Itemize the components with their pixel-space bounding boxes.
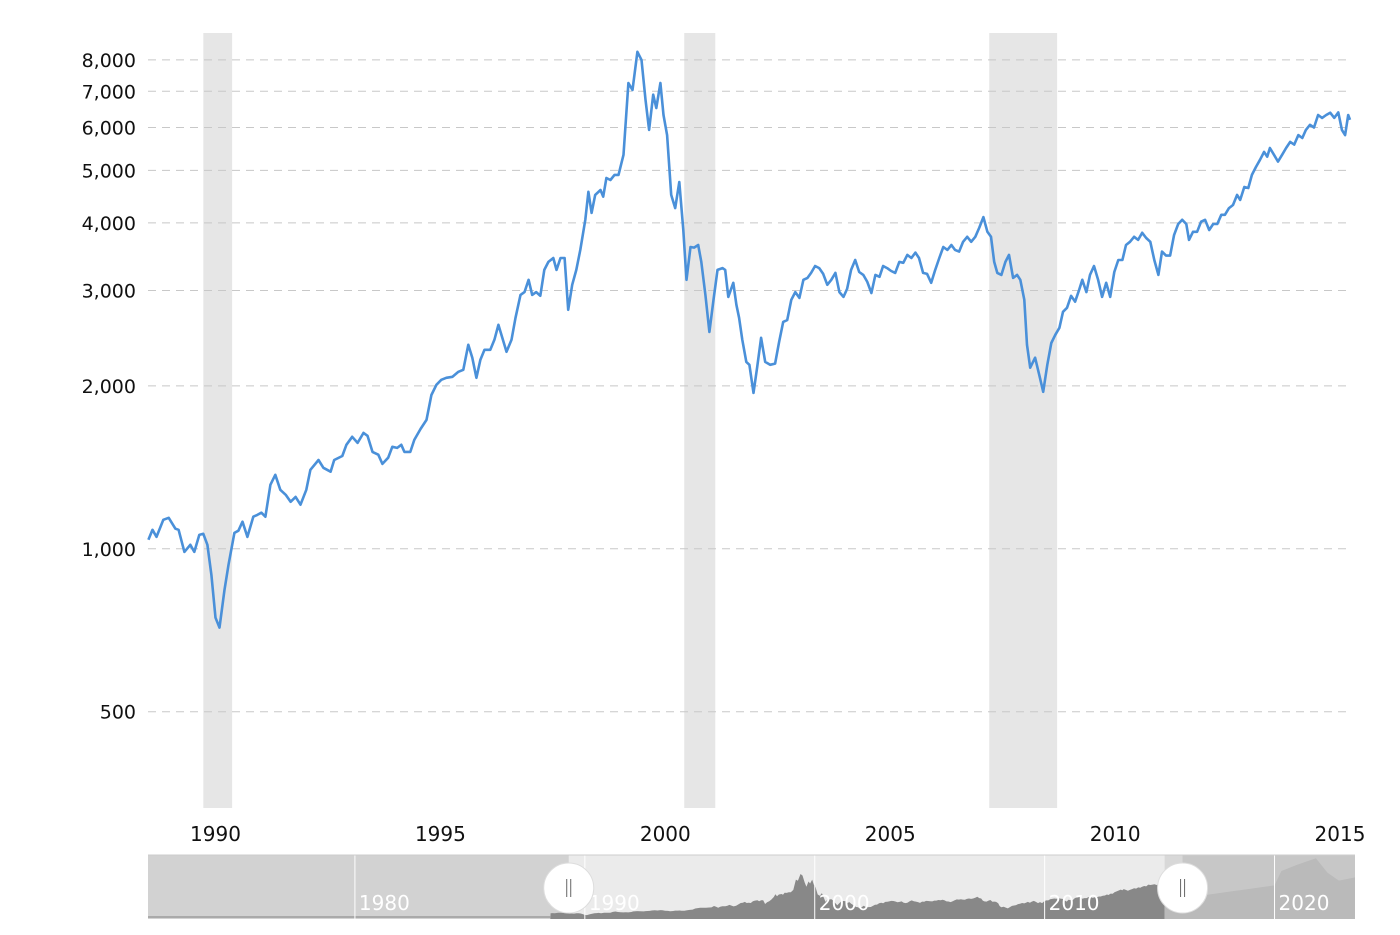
series-line [147,50,1352,629]
navigator-year-label: 2000 [819,891,870,915]
y-tick-label: 3,000 [82,280,136,302]
navigator-year-label: 2020 [1279,891,1330,915]
y-tick-label: 8,000 [82,50,136,72]
navigator-right-handle[interactable] [1157,862,1209,914]
x-tick-label: 1995 [415,822,466,846]
handle-circle[interactable] [1157,862,1209,914]
shaded-band [989,33,1058,808]
x-tick-label: 1990 [190,822,241,846]
y-tick-label: 6,000 [82,118,136,140]
navigator-series-late [1164,858,1355,919]
navigator-year-label: 1980 [359,891,410,915]
navigator-series-area [550,874,1165,919]
x-tick-label: 2010 [1090,822,1141,846]
navigator-left-handle[interactable] [543,862,595,914]
y-tick-label: 7,000 [82,81,136,103]
y-tick-label: 500 [100,702,136,724]
gridlines [148,59,1348,713]
shaded-band [203,33,233,808]
shaded-band [684,33,716,808]
shaded-bands [203,33,1058,808]
navigator-year-label: 2010 [1049,891,1100,915]
x-tick-label: 2015 [1315,822,1366,846]
navigator[interactable]: 1980 1990 2000 2010 2020 [148,854,1355,919]
x-tick-label: 2005 [865,822,916,846]
y-axis-ticks: 500 1,000 2,000 3,000 4,000 5,000 6,000 7,000 8,… [82,50,136,724]
x-tick-label: 2000 [640,822,691,846]
y-tick-label: 4,000 [82,213,136,235]
y-tick-label: 5,000 [82,160,136,182]
x-axis-ticks: 1990 1995 2000 2005 2010 2015 [190,822,1365,846]
handle-circle[interactable] [543,862,595,914]
grip-lines-icon [1180,879,1186,897]
y-tick-label: 2,000 [82,376,136,398]
y-tick-label: 1,000 [82,539,136,561]
navigator-year-label: 1990 [589,891,640,915]
grip-lines-icon [566,879,572,897]
